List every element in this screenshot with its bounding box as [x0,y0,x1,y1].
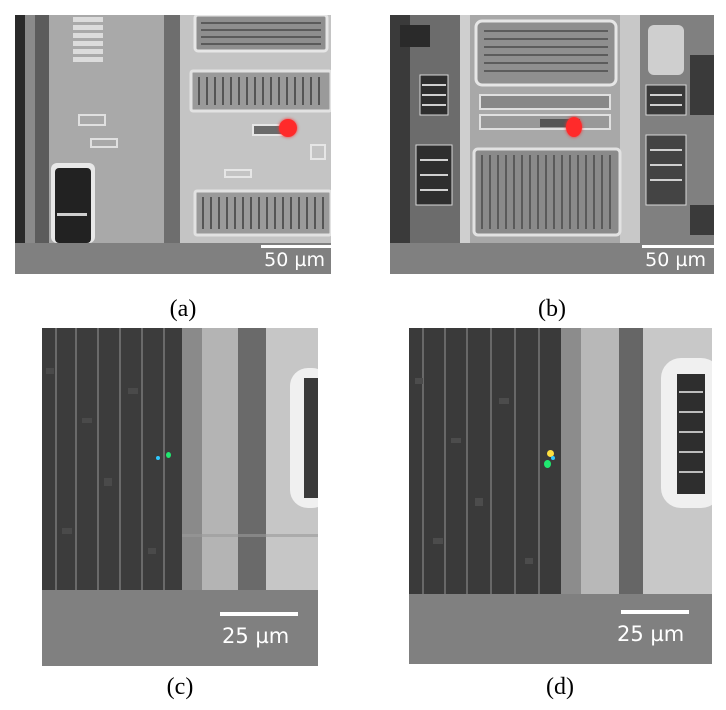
hotspot-marker-green [544,460,551,468]
panel-caption-b: (b) [538,296,566,322]
scale-bar-label: 50 µm [264,249,325,271]
micrograph-a-image [15,15,331,274]
hotspot-marker-red [279,119,297,137]
micrograph-b: 50 µm [390,15,714,274]
scale-bar-line [220,612,298,616]
hotspot-marker-yellow [547,450,554,457]
scale-bar-region: 50 µm [390,243,714,274]
scale-bar-label: 25 µm [222,624,290,648]
hotspot-marker-cyan [156,456,160,460]
hotspot-marker-cyan [551,456,555,460]
micrograph-d: 25 µm [409,328,712,664]
scale-bar-line [621,610,689,614]
scale-bar-line [261,245,331,248]
hotspot-marker-red [566,117,582,137]
panel-caption-d: (d) [546,674,574,700]
micrograph-a: 50 µm [15,15,331,274]
hotspot-marker-green [166,452,171,458]
scale-bar-region: 25 µm [42,590,318,666]
panel-caption-c: (c) [166,674,194,700]
micrograph-b-image [390,15,714,274]
panel-caption-a: (a) [169,296,197,322]
scale-bar-line [642,245,714,248]
scale-bar-label: 50 µm [645,249,706,271]
micrograph-c: 25 µm [42,328,318,666]
scale-bar-region: 25 µm [409,594,712,664]
scale-bar-region: 50 µm [15,243,331,274]
scale-bar-label: 25 µm [617,622,685,646]
